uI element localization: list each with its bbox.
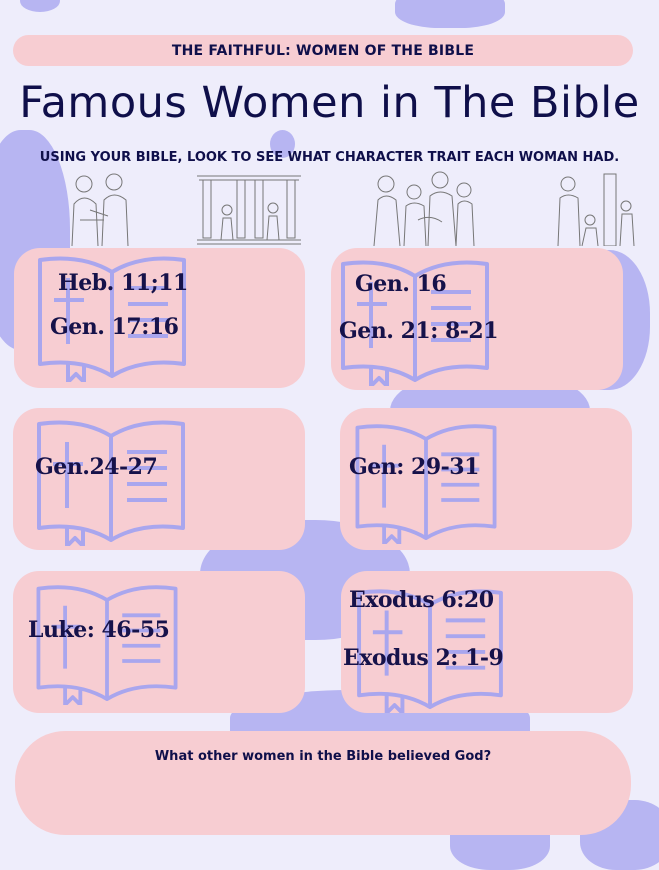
background-blob: [395, 0, 505, 28]
instructions-text: USING YOUR BIBLE, LOOK TO SEE WHAT CHARA…: [39, 150, 620, 165]
question-text: What other women in the Bible believed G…: [154, 749, 492, 764]
illustration-doorway: [557, 173, 635, 246]
scripture-ref: Gen: 29-31: [349, 454, 479, 480]
scripture-ref: Heb. 11;11: [58, 270, 188, 296]
scripture-ref: Luke: 46-55: [28, 617, 170, 643]
illustration-crowd: [373, 171, 475, 246]
card-scripture-4: Gen: 29-31: [340, 408, 632, 550]
scripture-ref: Exodus 6:20: [349, 587, 494, 613]
header-banner: THE FAITHFUL: WOMEN OF THE BIBLE: [13, 35, 633, 66]
open-bible-icon: [38, 256, 186, 382]
scripture-ref: Gen. 16: [355, 271, 447, 297]
open-bible-icon: [355, 424, 497, 544]
scripture-ref: Gen. 21: 8-21: [339, 318, 499, 344]
card-scripture-6: Exodus 6:20 Exodus 2: 1-9: [341, 571, 633, 713]
open-bible-icon: [357, 589, 503, 713]
background-blob: [20, 0, 60, 12]
scripture-ref: Gen.24-27: [35, 454, 158, 480]
page-title: Famous Women in The Bible: [19, 78, 640, 128]
open-bible-icon: [36, 585, 178, 705]
illustration-couple: [71, 173, 129, 246]
open-bible-icon: [37, 420, 185, 546]
answer-box: What other women in the Bible believed G…: [15, 731, 631, 835]
scripture-ref: Gen. 17:16: [50, 314, 179, 340]
open-bible-icon: [341, 260, 489, 386]
illustration-palace: [197, 175, 301, 245]
banner-text: THE FAITHFUL: WOMEN OF THE BIBLE: [171, 42, 475, 59]
card-scripture-2: Gen. 16 Gen. 21: 8-21: [331, 248, 623, 390]
card-scripture-1: Heb. 11;11 Gen. 17:16: [14, 248, 305, 388]
card-scripture-5: Luke: 46-55: [13, 571, 305, 713]
scripture-ref: Exodus 2: 1-9: [343, 645, 504, 671]
card-scripture-3: Gen.24-27: [13, 408, 305, 550]
background-blob: [270, 130, 295, 158]
